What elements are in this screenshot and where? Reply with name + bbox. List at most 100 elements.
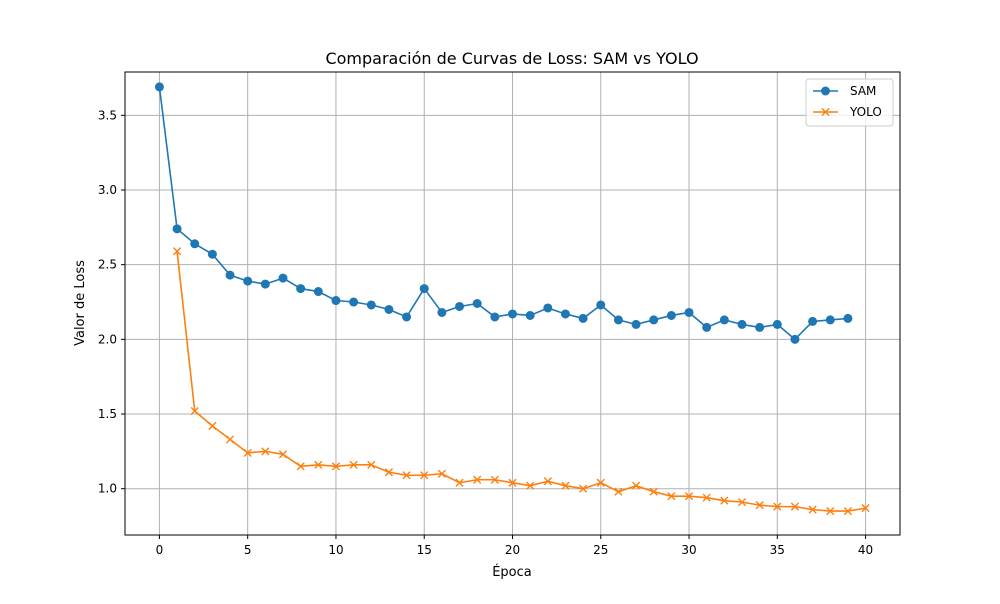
data-point-sam [596, 300, 606, 310]
data-point-yolo [331, 462, 341, 471]
data-point-yolo [667, 492, 676, 501]
data-point-yolo [261, 447, 270, 456]
data-point-yolo [349, 460, 358, 469]
data-point-yolo [684, 492, 694, 501]
legend-label-sam: SAM [850, 84, 876, 98]
data-point-sam [825, 315, 835, 325]
data-point-sam [508, 309, 517, 319]
data-point-yolo [225, 435, 235, 444]
data-point-sam [755, 322, 765, 332]
data-point-sam [666, 310, 676, 320]
legend-marker-sam [821, 86, 830, 96]
series-yolo [172, 247, 870, 516]
y-tick-label: 3.5 [98, 108, 117, 122]
y-axis-label: Valor de Loss [73, 260, 88, 346]
data-point-yolo [296, 462, 305, 471]
data-point-yolo [172, 247, 182, 256]
data-point-yolo [861, 504, 870, 513]
data-point-yolo [278, 450, 288, 459]
data-point-sam [260, 279, 270, 289]
series-line-yolo [176, 251, 866, 512]
data-point-sam [702, 322, 712, 332]
data-point-sam [313, 287, 323, 297]
data-point-sam [296, 284, 306, 294]
data-point-yolo [631, 481, 641, 490]
data-point-yolo [208, 421, 217, 431]
data-point-yolo [843, 507, 853, 516]
data-point-yolo [367, 460, 376, 469]
data-point-yolo [455, 478, 464, 487]
data-point-sam [631, 319, 641, 329]
data-point-yolo [526, 481, 535, 490]
y-axis-ticks: 1.0 1.5 2.0 2.5 3.0 3.5 [98, 108, 125, 496]
data-point-sam [349, 297, 359, 307]
x-tick-label: 0 [156, 543, 164, 557]
y-tick-label: 3.0 [98, 183, 117, 197]
data-point-yolo [579, 484, 588, 493]
data-point-yolo [720, 496, 729, 505]
x-axis-ticks: 0 5 10 15 20 25 30 35 40 [156, 535, 873, 557]
data-point-sam [190, 239, 200, 249]
data-point-sam [649, 315, 659, 325]
data-point-sam [243, 276, 253, 286]
data-point-yolo [384, 468, 394, 477]
data-point-yolo [596, 478, 605, 487]
legend: SAM YOLO [805, 78, 894, 127]
data-point-yolo [508, 478, 517, 487]
data-point-sam [543, 303, 553, 313]
data-point-sam [490, 312, 500, 322]
chart-title: Comparación de Curvas de Loss: SAM vs YO… [325, 49, 698, 68]
data-point-yolo [614, 487, 623, 496]
data-point-yolo [773, 502, 782, 511]
data-point-yolo [755, 501, 764, 510]
x-tick-label: 40 [858, 543, 873, 557]
x-tick-label: 5 [244, 543, 252, 557]
data-point-sam [578, 313, 588, 323]
data-point-sam [560, 309, 570, 319]
x-tick-label: 10 [328, 543, 343, 557]
data-point-sam [225, 270, 235, 280]
data-point-sam [684, 307, 694, 317]
legend-marker-yolo [821, 107, 830, 117]
x-tick-label: 30 [681, 543, 696, 557]
series-sam [154, 82, 853, 344]
data-point-sam [331, 296, 341, 306]
x-tick-label: 15 [417, 543, 432, 557]
data-point-sam [207, 249, 217, 259]
data-point-sam [366, 300, 376, 310]
data-point-sam [790, 334, 800, 344]
data-point-yolo [561, 481, 570, 490]
x-tick-label: 35 [770, 543, 785, 557]
legend-label-yolo: YOLO [849, 105, 882, 119]
data-point-sam [455, 301, 465, 311]
data-point-yolo [702, 493, 711, 502]
data-point-yolo [190, 406, 199, 416]
data-point-sam [402, 312, 412, 322]
data-point-yolo [314, 460, 323, 469]
x-axis-label: Época [492, 564, 532, 580]
data-point-sam [525, 310, 535, 320]
y-tick-label: 1.0 [98, 482, 117, 496]
data-point-sam [808, 316, 818, 326]
data-point-yolo [649, 487, 658, 496]
data-point-sam [843, 313, 853, 323]
data-point-yolo [808, 505, 817, 514]
x-tick-label: 20 [505, 543, 520, 557]
data-point-yolo [826, 507, 835, 516]
data-point-sam [154, 82, 164, 92]
data-point-yolo [402, 471, 411, 480]
x-tick-label: 25 [593, 543, 608, 557]
data-point-sam [437, 307, 447, 317]
data-point-sam [613, 315, 623, 325]
data-point-sam [772, 319, 782, 329]
data-point-sam [737, 319, 747, 329]
data-point-sam [719, 315, 729, 325]
data-point-sam [278, 273, 288, 283]
data-point-yolo [437, 469, 446, 478]
data-point-sam [472, 299, 482, 308]
data-point-sam [172, 224, 182, 234]
data-point-yolo [243, 448, 252, 457]
data-point-yolo [490, 475, 499, 484]
